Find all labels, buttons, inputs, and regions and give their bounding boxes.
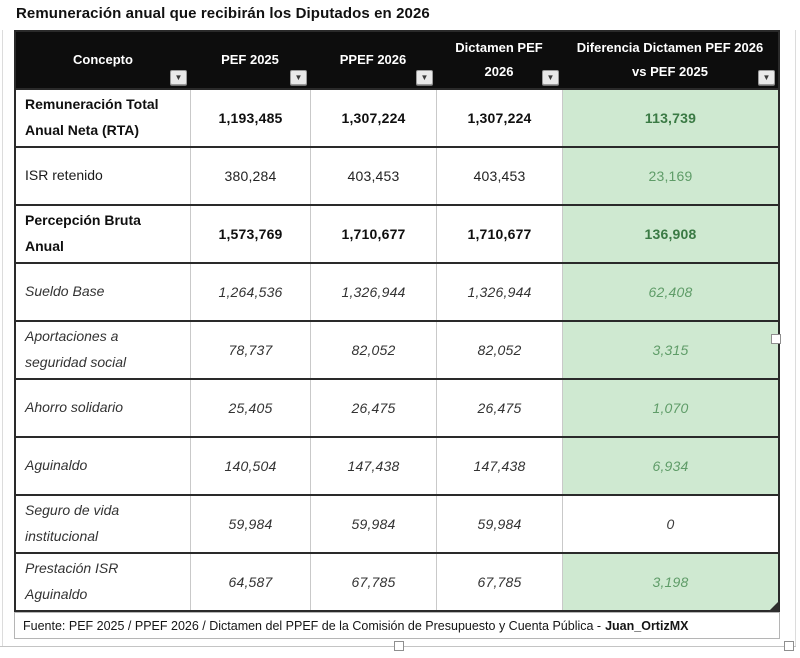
dictamen-pef-2026-cell: 67,785	[436, 554, 562, 610]
ppef-2026-cell: 403,453	[310, 148, 436, 204]
table-row: Prestación ISR Aguinaldo 64,587 67,785 6…	[16, 552, 778, 610]
ppef-2026-cell: 67,785	[310, 554, 436, 610]
filter-dropdown-diferencia[interactable]: ▼	[758, 70, 775, 85]
diferencia-cell: 23,169	[562, 148, 778, 204]
remuneration-table: Concepto ▼ PEF 2025 ▼ PPEF 2026 ▼	[14, 30, 780, 612]
caret-down-icon: ▼	[174, 72, 183, 82]
ppef-2026-cell: 59,984	[310, 496, 436, 552]
caret-down-icon: ▼	[546, 72, 555, 82]
header-label: PPEF 2026	[339, 52, 407, 67]
dictamen-pef-2026-cell: 1,307,224	[436, 90, 562, 146]
pef-2025-cell: 1,264,536	[190, 264, 310, 320]
diferencia-cell: 1,070	[562, 380, 778, 436]
source-author: Juan_OrtizMX	[605, 618, 689, 633]
dictamen-pef-2026-cell: 59,984	[436, 496, 562, 552]
dictamen-pef-2026-cell: 147,438	[436, 438, 562, 494]
ppef-2026-cell: 82,052	[310, 322, 436, 378]
table-row: Sueldo Base 1,264,536 1,326,944 1,326,94…	[16, 262, 778, 320]
filter-dropdown-ppef-2026[interactable]: ▼	[416, 70, 433, 85]
table-row: Aguinaldo 140,504 147,438 147,438 6,934	[16, 436, 778, 494]
filter-dropdown-concepto[interactable]: ▼	[170, 70, 187, 85]
header-label: Dictamen PEF 2026	[455, 40, 543, 79]
pef-2025-cell: 64,587	[190, 554, 310, 610]
concepto-cell: Aguinaldo	[25, 457, 88, 474]
concepto-cell: Prestación ISR Aguinaldo	[25, 560, 119, 602]
filter-dropdown-dictamen-pef-2026[interactable]: ▼	[542, 70, 559, 85]
source-note: Fuente: PEF 2025 / PPEF 2026 / Dictamen …	[14, 612, 780, 639]
concepto-cell: Remuneración Total Anual Neta (RTA)	[25, 96, 159, 138]
diferencia-cell: 62,408	[562, 264, 778, 320]
pef-2025-cell: 1,573,769	[190, 206, 310, 262]
resize-handle-right[interactable]	[771, 334, 781, 344]
header-cell-ppef-2026: PPEF 2026 ▼	[310, 32, 436, 88]
concepto-cell: ISR retenido	[25, 167, 103, 184]
diferencia-cell: 113,739	[562, 90, 778, 146]
table-header: Concepto ▼ PEF 2025 ▼ PPEF 2026 ▼	[16, 32, 778, 88]
ppef-2026-cell: 1,326,944	[310, 264, 436, 320]
filter-dropdown-pef-2025[interactable]: ▼	[290, 70, 307, 85]
header-cell-dictamen-pef-2026: Dictamen PEF 2026 ▼	[436, 32, 562, 88]
selection-border-left	[2, 30, 3, 647]
pef-2025-cell: 78,737	[190, 322, 310, 378]
header-label: PEF 2025	[221, 52, 279, 67]
table-body: Remuneración Total Anual Neta (RTA) 1,19…	[16, 88, 778, 610]
diferencia-cell: 136,908	[562, 206, 778, 262]
dictamen-pef-2026-cell: 1,326,944	[436, 264, 562, 320]
table-corner-resize-mark	[768, 601, 779, 612]
selection-border-right	[795, 30, 796, 647]
remuneration-table-block: Concepto ▼ PEF 2025 ▼ PPEF 2026 ▼	[14, 30, 780, 639]
table-row: Seguro de vida institucional 59,984 59,9…	[16, 494, 778, 552]
concepto-cell: Ahorro solidario	[25, 399, 124, 416]
diferencia-cell: 3,315	[562, 322, 778, 378]
header-label: Diferencia Dictamen PEF 2026 vs PEF 2025	[576, 40, 764, 79]
dictamen-pef-2026-cell: 26,475	[436, 380, 562, 436]
resize-handle-bottom-center[interactable]	[394, 641, 404, 651]
caret-down-icon: ▼	[420, 72, 429, 82]
diferencia-cell: 6,934	[562, 438, 778, 494]
pef-2025-cell: 1,193,485	[190, 90, 310, 146]
concepto-cell: Aportaciones a seguridad social	[25, 328, 127, 370]
pef-2025-cell: 140,504	[190, 438, 310, 494]
ppef-2026-cell: 1,307,224	[310, 90, 436, 146]
concepto-cell: Seguro de vida institucional	[25, 502, 120, 544]
header-cell-concepto: Concepto ▼	[16, 32, 190, 88]
concepto-cell: Sueldo Base	[25, 283, 105, 300]
ppef-2026-cell: 147,438	[310, 438, 436, 494]
table-row: Aportaciones a seguridad social 78,737 8…	[16, 320, 778, 378]
caret-down-icon: ▼	[294, 72, 303, 82]
pef-2025-cell: 59,984	[190, 496, 310, 552]
header-label: Concepto	[73, 52, 133, 67]
dictamen-pef-2026-cell: 1,710,677	[436, 206, 562, 262]
table-row: ISR retenido 380,284 403,453 403,453 23,…	[16, 146, 778, 204]
diferencia-cell: 3,198	[562, 554, 778, 610]
header-cell-pef-2025: PEF 2025 ▼	[190, 32, 310, 88]
caret-down-icon: ▼	[762, 72, 771, 82]
resize-handle-bottom-right[interactable]	[784, 641, 794, 651]
table-row: Remuneración Total Anual Neta (RTA) 1,19…	[16, 88, 778, 146]
pef-2025-cell: 25,405	[190, 380, 310, 436]
table-row: Ahorro solidario 25,405 26,475 26,475 1,…	[16, 378, 778, 436]
table-row: Percepción Bruta Anual 1,573,769 1,710,6…	[16, 204, 778, 262]
diferencia-cell: 0	[562, 496, 778, 552]
source-text: Fuente: PEF 2025 / PPEF 2026 / Dictamen …	[23, 618, 602, 633]
ppef-2026-cell: 1,710,677	[310, 206, 436, 262]
dictamen-pef-2026-cell: 82,052	[436, 322, 562, 378]
dictamen-pef-2026-cell: 403,453	[436, 148, 562, 204]
concepto-cell: Percepción Bruta Anual	[25, 212, 141, 254]
page-title: Remuneración anual que recibirán los Dip…	[16, 5, 430, 22]
pef-2025-cell: 380,284	[190, 148, 310, 204]
ppef-2026-cell: 26,475	[310, 380, 436, 436]
header-cell-diferencia: Diferencia Dictamen PEF 2026 vs PEF 2025…	[562, 32, 778, 88]
